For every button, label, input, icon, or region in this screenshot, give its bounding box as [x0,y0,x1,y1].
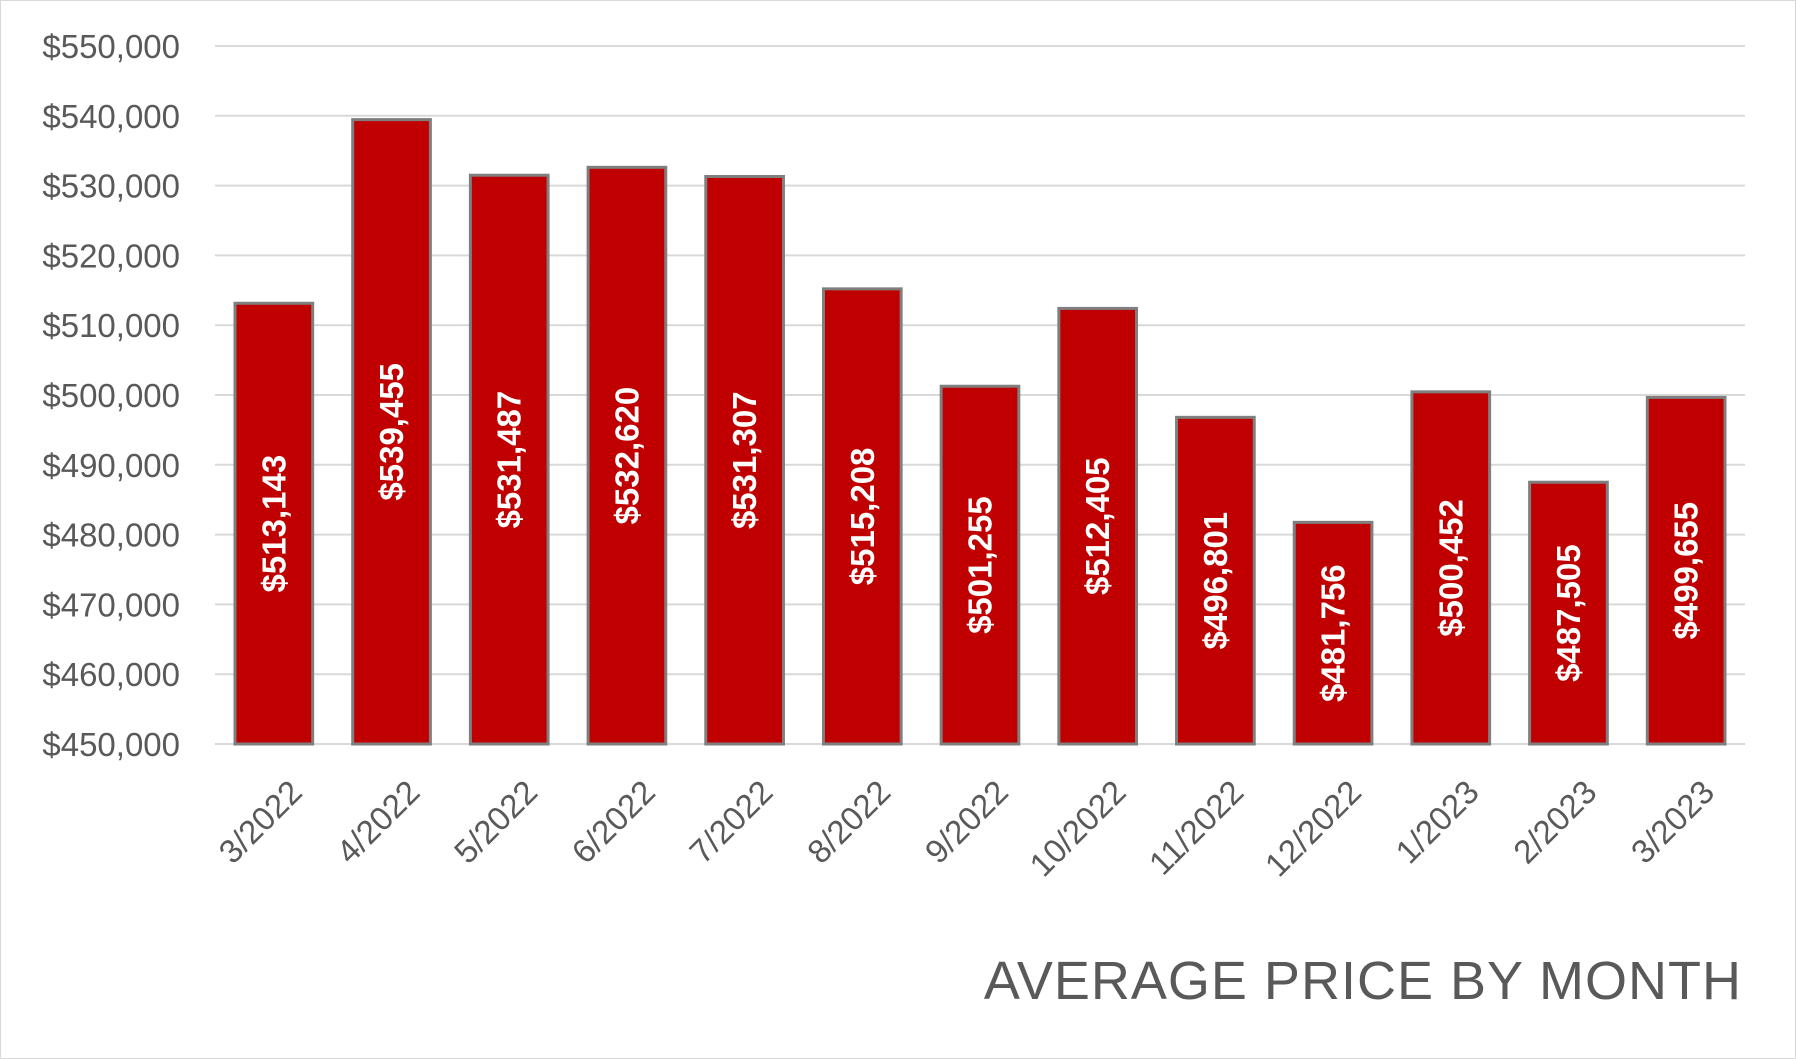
data-label: $532,620 [608,387,645,525]
bar [1528,480,1609,746]
bar [1175,415,1256,746]
x-tick-label: 8/2022 [800,773,898,871]
x-tick-label: 3/2022 [211,773,309,871]
data-label: $487,505 [1550,544,1587,682]
y-tick-label: $530,000 [42,168,180,205]
y-tick-label: $540,000 [42,98,180,135]
x-tick-label: 1/2023 [1388,773,1486,871]
x-tick-label: 5/2022 [447,773,545,871]
x-tick-label: 11/2022 [1142,773,1251,882]
y-tick-label: $460,000 [42,656,180,693]
x-tick-label: 7/2022 [682,773,780,871]
y-tick-label: $490,000 [42,447,180,484]
y-tick-label: $550,000 [42,28,180,65]
bar [233,301,315,746]
y-tick-label: $450,000 [42,726,180,763]
x-tick-label: 9/2022 [918,773,1016,871]
data-label: $512,405 [1079,457,1116,595]
data-label: $500,452 [1432,499,1469,637]
data-label: $539,455 [373,363,410,501]
bar [1057,306,1139,746]
x-tick-label: 6/2022 [564,773,662,871]
data-label: $513,143 [255,455,292,593]
y-tick-label: $520,000 [42,237,180,274]
y-axis-ticks: $450,000 $460,000 $470,000 $480,000 $490,000… [42,28,180,763]
x-axis-ticks: 3/2022 4/2022 5/2022 6/2022 7/2022 8/2022 9/20… [211,773,1721,884]
bar [1410,390,1492,746]
data-labels: $513,143 $539,455 $531,487 $532,620 $531,307… [255,363,1704,702]
bar [468,173,550,746]
bar [586,165,668,746]
bar [1292,520,1374,746]
x-tick-label: 2/2023 [1506,773,1604,871]
data-label: $499,655 [1668,502,1705,640]
x-tick-label: 4/2022 [329,773,427,871]
chart-title: AVERAGE PRICE BY MONTH [983,951,1742,1011]
x-tick-label: 3/2023 [1624,773,1722,871]
data-label: $531,487 [491,391,528,529]
data-label: $531,307 [726,391,763,529]
data-label: $501,255 [962,496,999,634]
y-tick-label: $470,000 [42,586,180,623]
bars [233,118,1727,746]
bar [1645,395,1727,746]
bar [704,174,785,746]
data-label: $481,756 [1315,564,1352,702]
bar [821,287,903,746]
y-tick-label: $510,000 [42,307,180,344]
data-label: $515,208 [844,448,881,586]
bar [939,384,1021,746]
data-label: $496,801 [1197,512,1234,650]
x-tick-label: 10/2022 [1022,773,1133,884]
x-tick-label: 12/2022 [1258,773,1369,884]
y-tick-label: $480,000 [42,517,180,554]
y-tick-label: $500,000 [42,377,180,414]
bar [351,118,432,746]
